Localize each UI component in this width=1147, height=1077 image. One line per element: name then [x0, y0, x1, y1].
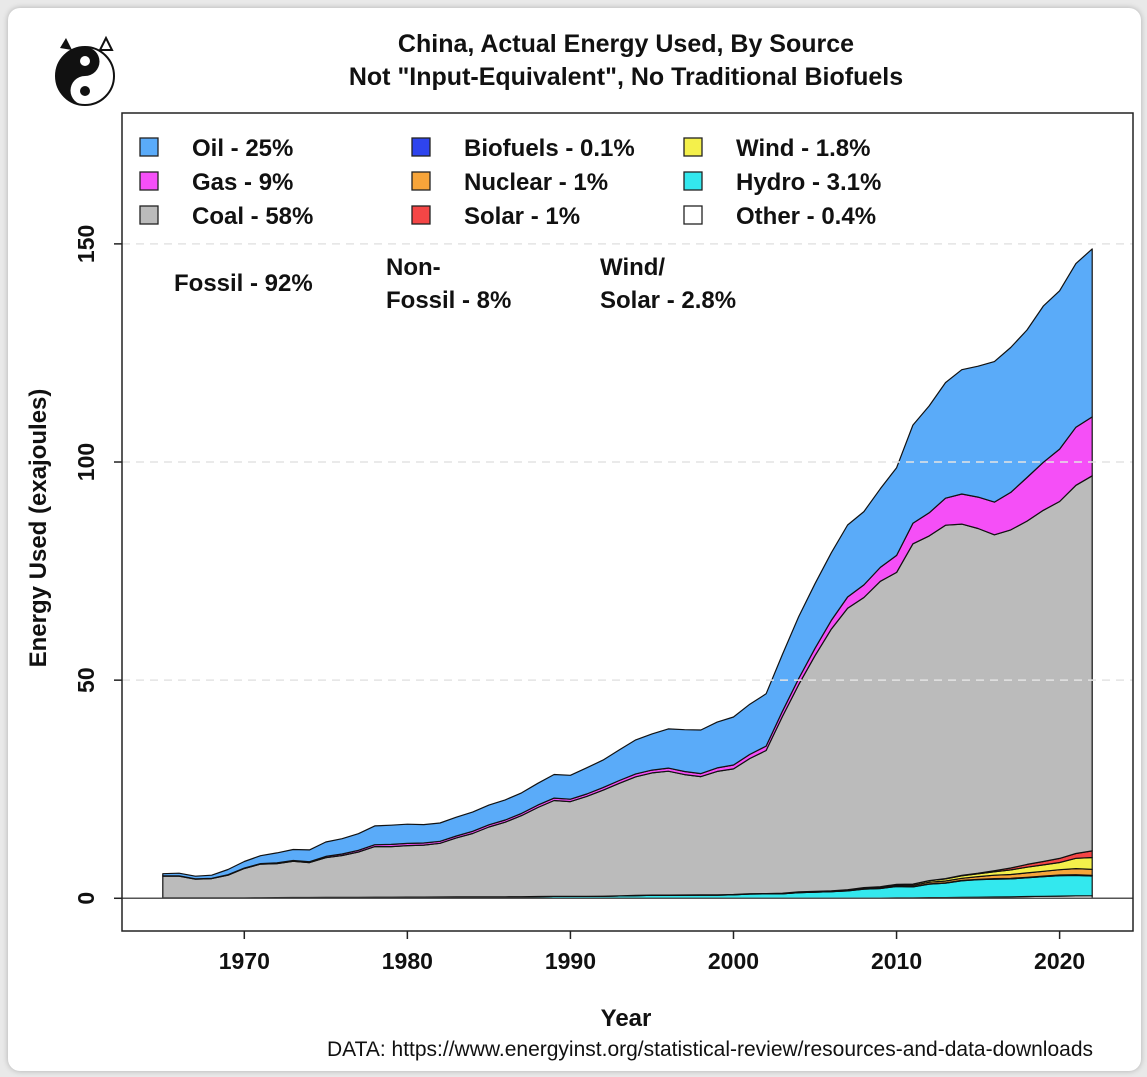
legend-swatch-solar — [411, 205, 431, 225]
annotation-fossil: Fossil - 92% — [174, 270, 313, 297]
legend-swatch-wind — [683, 137, 703, 157]
data-source-note: DATA: https://www.energyinst.org/statist… — [327, 1038, 1093, 1061]
legend-label-wind: Wind - 1.8% — [736, 135, 870, 162]
legend-label-other: Other - 0.4% — [736, 203, 876, 230]
annotation-wind-solar-line2: Solar - 2.8% — [600, 287, 736, 314]
legend-swatch-coal — [139, 205, 159, 225]
chart-figure: China, Actual Energy Used, By Source Not… — [25, 30, 1134, 1061]
annotation-non-fossil-line2: Fossil - 8% — [386, 287, 511, 314]
legend-label-oil: Oil - 25% — [192, 135, 293, 162]
plot-frame — [121, 112, 1134, 932]
legend-swatch-oil — [139, 137, 159, 157]
x-axis-label: Year — [601, 1005, 652, 1032]
chart-card: China, Actual Energy Used, By Source Not… — [8, 8, 1141, 1071]
annotation-non-fossil-line1: Non- — [386, 254, 441, 281]
x-tick-label: 2000 — [708, 948, 759, 974]
yin-yang-cat-logo — [55, 35, 115, 106]
y-tick-label: 50 — [73, 667, 99, 693]
legend-label-hydro: Hydro - 3.1% — [736, 169, 881, 196]
axis-ticks: 1970 1980 1990 2000 2010 2020 0 50 100 150 — [73, 225, 1085, 974]
area-oil — [162, 248, 1093, 880]
x-tick-label: 1990 — [545, 948, 596, 974]
legend-label-biofuels: Biofuels - 0.1% — [464, 135, 635, 162]
legend-label-nuclear: Nuclear - 1% — [464, 169, 608, 196]
y-axis-label: Energy Used (exajoules) — [25, 389, 52, 668]
legend-swatch-nuclear — [411, 171, 431, 191]
chart-title: China, Actual Energy Used, By Source — [398, 30, 854, 58]
y-tick-label: 100 — [73, 443, 99, 481]
y-tick-label: 0 — [73, 892, 99, 905]
x-tick-label: 1980 — [382, 948, 433, 974]
annotation-wind-solar-line1: Wind/ — [600, 254, 665, 281]
x-tick-label: 2020 — [1034, 948, 1085, 974]
stacked-areas — [122, 243, 1133, 899]
legend-swatch-biofuels — [411, 137, 431, 157]
legend-label-solar: Solar - 1% — [464, 203, 580, 230]
chart-subtitle: Not "Input-Equivalent", No Traditional B… — [349, 63, 903, 91]
legend-label-coal: Coal - 58% — [192, 203, 313, 230]
legend: Oil - 25% Gas - 9% Coal - 58% Biofuels - 0.… — [139, 135, 881, 230]
legend-swatch-hydro — [683, 171, 703, 191]
x-tick-label: 2010 — [871, 948, 922, 974]
y-tick-label: 150 — [73, 225, 99, 263]
legend-label-gas: Gas - 9% — [192, 169, 293, 196]
x-tick-label: 1970 — [219, 948, 270, 974]
legend-swatch-gas — [139, 171, 159, 191]
legend-swatch-other — [683, 205, 703, 225]
